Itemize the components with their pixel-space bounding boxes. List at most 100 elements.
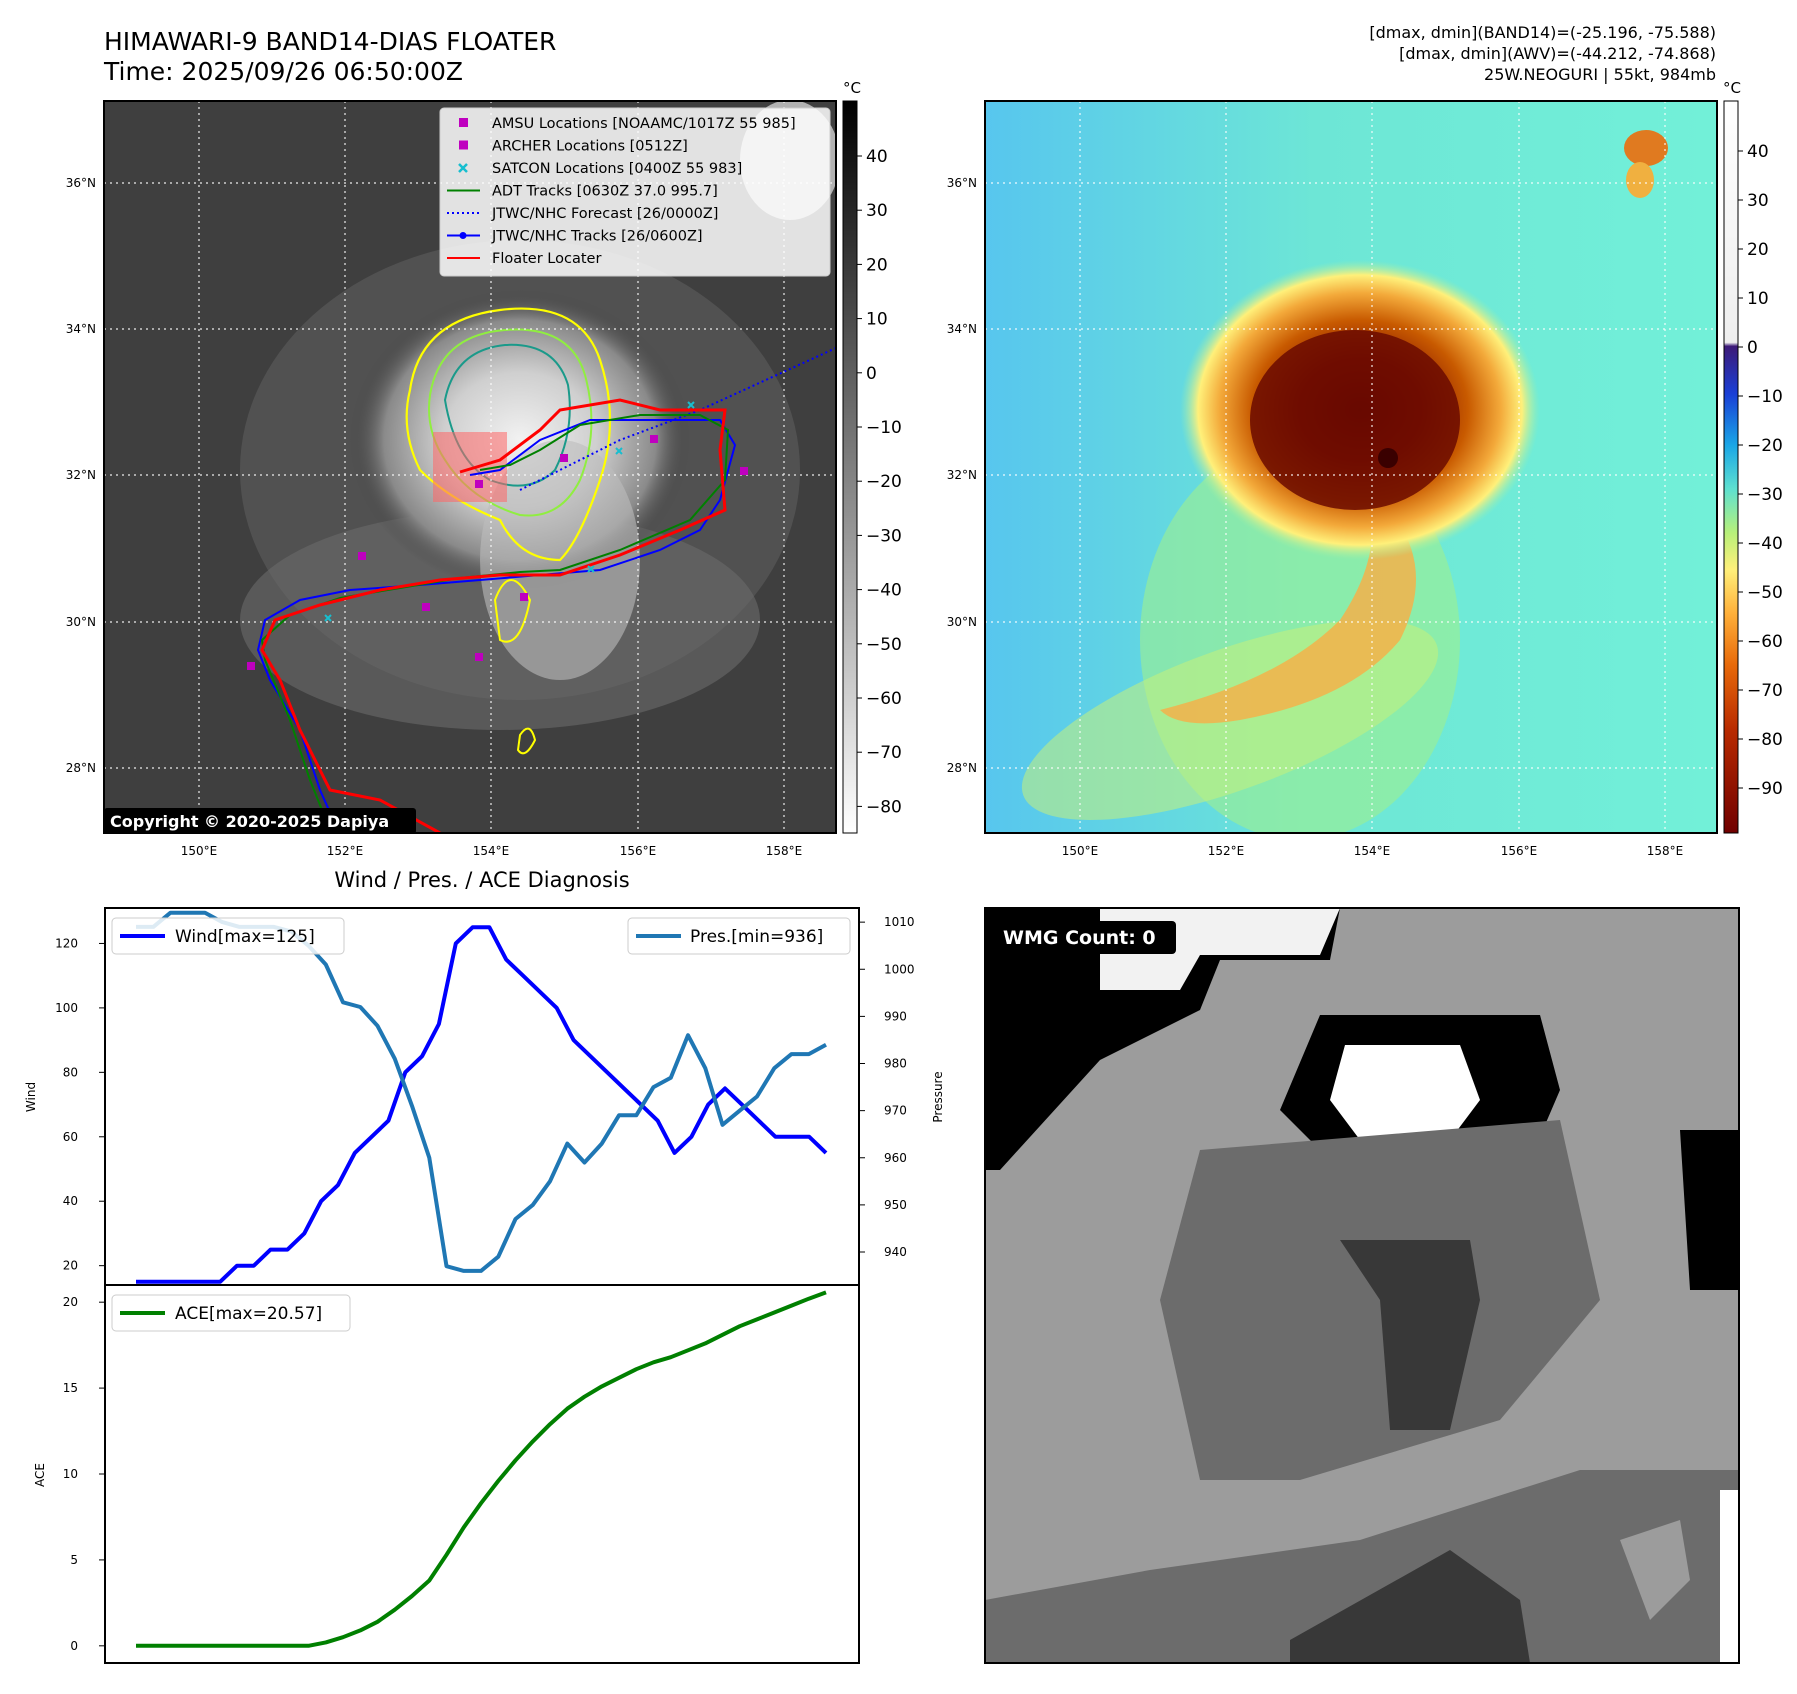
- colorbar-tick-label: −60: [1747, 632, 1783, 652]
- colorbar-tick-label: −50: [1747, 583, 1783, 603]
- pressure-axis-tick-label: 980: [884, 1057, 907, 1071]
- colorbar-tick-label: −80: [866, 797, 902, 817]
- wmg-panel: WMG Count: 0: [984, 907, 1740, 1664]
- pressure-legend-label: Pres.[min=936]: [690, 927, 823, 947]
- wind-axis-tick-label: 80: [63, 1065, 78, 1079]
- wv-satellite-image: [985, 101, 1717, 833]
- wind-axis-label: Wind: [24, 1082, 38, 1112]
- colorbar-tick-label: 10: [866, 310, 888, 330]
- latitude-label: 32°N: [66, 468, 96, 482]
- info-line-2: [dmax, dmin](AWV)=(-44.212, -74.868): [1399, 44, 1716, 63]
- colorbar-tick-label: 0: [866, 364, 877, 384]
- longitude-label: 156°E: [620, 844, 657, 858]
- floater-track: [260, 398, 727, 833]
- colorbar-tick-label: −20: [866, 472, 902, 492]
- ace-axis-tick-label: 10: [63, 1467, 78, 1481]
- colorbar-tick-label: 20: [866, 255, 888, 275]
- colorbar-tick-label: 40: [1747, 142, 1769, 162]
- pressure-axis-tick-label: 960: [884, 1151, 907, 1165]
- latitude-label: 36°N: [947, 176, 977, 190]
- ace-legend: ACE[max=20.57]: [111, 1294, 351, 1332]
- wind-axis-tick-label: 40: [63, 1194, 78, 1208]
- wv-map-panel: 36°N 34°N 32°N 30°N 28°N 150°E 152°E 154°E 156°…: [947, 100, 1718, 858]
- colorbar-tick-label: 0: [1747, 338, 1758, 358]
- legend-item: JTWC/NHC Tracks [26/0600Z]: [447, 229, 703, 245]
- colorbar-tick-label: 30: [1747, 191, 1769, 211]
- colorbar-tick-label: −40: [866, 581, 902, 601]
- wind-legend: Wind[max=125]: [111, 917, 345, 955]
- wind-axis-tick-label: 100: [55, 1001, 78, 1015]
- diagnosis-title: Wind / Pres. / ACE Diagnosis: [334, 868, 629, 892]
- latitude-label: 30°N: [947, 615, 977, 629]
- legend-marker-dot: [459, 232, 467, 239]
- colorbar-tick-label: −10: [866, 418, 902, 438]
- colorbar-tick-label: −60: [866, 689, 902, 709]
- longitude-label: 154°E: [1354, 844, 1391, 858]
- legend-label: Floater Locater: [492, 251, 601, 267]
- wind-axis-tick-label: 60: [63, 1130, 78, 1144]
- wind-axis-tick-label: 120: [55, 936, 78, 950]
- colorbar-tick-label: 30: [866, 201, 888, 221]
- latitude-label: 34°N: [947, 322, 977, 336]
- legend-label: JTWC/NHC Forecast [26/0000Z]: [491, 206, 718, 222]
- ace-chart: 0 5 10 15 20 ACE ACE[max=20.57]: [33, 1284, 860, 1664]
- longitude-label: 152°E: [1208, 844, 1245, 858]
- legend-item: ARCHER Locations [0512Z]: [459, 139, 688, 155]
- ace-axis-label: ACE: [33, 1463, 47, 1487]
- wind-series-line: [136, 925, 828, 1284]
- longitude-label: 150°E: [181, 844, 218, 858]
- colorbar-tick-label: −80: [1747, 730, 1783, 750]
- colorbar-tick-label: 40: [866, 147, 888, 167]
- legend-item: ADT Tracks [0630Z 37.0 995.7]: [447, 184, 718, 200]
- title-line-1: HIMAWARI-9 BAND14-DIAS FLOATER: [104, 27, 556, 56]
- ace-axis-tick-label: 5: [70, 1553, 78, 1567]
- legend-item: Floater Locater: [447, 251, 601, 267]
- latitude-label: 30°N: [66, 615, 96, 629]
- legend-marker: [458, 163, 468, 173]
- latitude-label: 28°N: [66, 761, 96, 775]
- ace-axis-tick-label: 20: [63, 1295, 78, 1309]
- title-line-2: Time: 2025/09/26 06:50:00Z: [103, 57, 463, 86]
- pressure-axis-label: Pressure: [931, 1071, 945, 1122]
- ir-map-panel: AMSU Locations [NOAAMC/1017Z 55 985] ARCH…: [66, 100, 837, 858]
- legend-label: JTWC/NHC Tracks [26/0600Z]: [491, 229, 703, 245]
- ace-series-line: [136, 1290, 827, 1648]
- colorbar-tick-label: −40: [1747, 534, 1783, 554]
- longitude-label: 156°E: [1501, 844, 1538, 858]
- colorbar-tick-label: −50: [866, 635, 902, 655]
- pressure-legend: Pres.[min=936]: [627, 917, 851, 955]
- legend-marker: [459, 118, 468, 127]
- latitude-label: 36°N: [66, 176, 96, 190]
- ace-axis-tick-label: 0: [70, 1639, 78, 1653]
- copyright-box: Copyright © 2020-2025 Dapiya: [104, 808, 416, 834]
- colorbar-tick-label: −70: [866, 743, 902, 763]
- wv-map-frame: [984, 100, 1718, 834]
- ir-map-frame: [103, 100, 837, 834]
- colorbar-tick-label: 10: [1747, 289, 1769, 309]
- pressure-axis-tick-label: 970: [884, 1104, 907, 1118]
- ace-axis-tick-label: 15: [63, 1381, 78, 1395]
- colorbar-tick-label: −70: [1747, 681, 1783, 701]
- wmg-count-label: WMG Count: 0: [1003, 927, 1156, 949]
- pressure-axis-tick-label: 990: [884, 1009, 907, 1023]
- longitude-label: 158°E: [1647, 844, 1684, 858]
- colorbar-tick-label: −10: [1747, 387, 1783, 407]
- legend-label: ADT Tracks [0630Z 37.0 995.7]: [492, 184, 718, 200]
- legend-label: SATCON Locations [0400Z 55 983]: [492, 161, 742, 177]
- legend-marker: [459, 140, 468, 150]
- ace-legend-label: ACE[max=20.57]: [175, 1304, 322, 1324]
- map-legend: AMSU Locations [NOAAMC/1017Z 55 985] ARCH…: [439, 107, 831, 277]
- wind-pressure-chart: 20 40 60 80 100 120 940 950 960 970 980 990 1000 1010…: [24, 907, 945, 1286]
- colorbar-tick-label: −30: [866, 526, 902, 546]
- colorbar-tick-label: −90: [1747, 779, 1783, 799]
- ir-colorbar-unit: °C: [843, 79, 861, 97]
- legend-item: AMSU Locations [NOAAMC/1017Z 55 985]: [459, 116, 796, 132]
- latitude-label: 28°N: [947, 761, 977, 775]
- longitude-label: 158°E: [766, 844, 803, 858]
- colorbar-tick-label: −20: [1747, 436, 1783, 456]
- pressure-axis-tick-label: 940: [884, 1245, 907, 1259]
- ir-latitude-labels: 36°N 34°N 32°N 30°N 28°N: [66, 176, 96, 775]
- ir-longitude-labels: 150°E 152°E 154°E 156°E 158°E: [181, 844, 803, 858]
- pressure-axis-tick-label: 1000: [884, 962, 915, 976]
